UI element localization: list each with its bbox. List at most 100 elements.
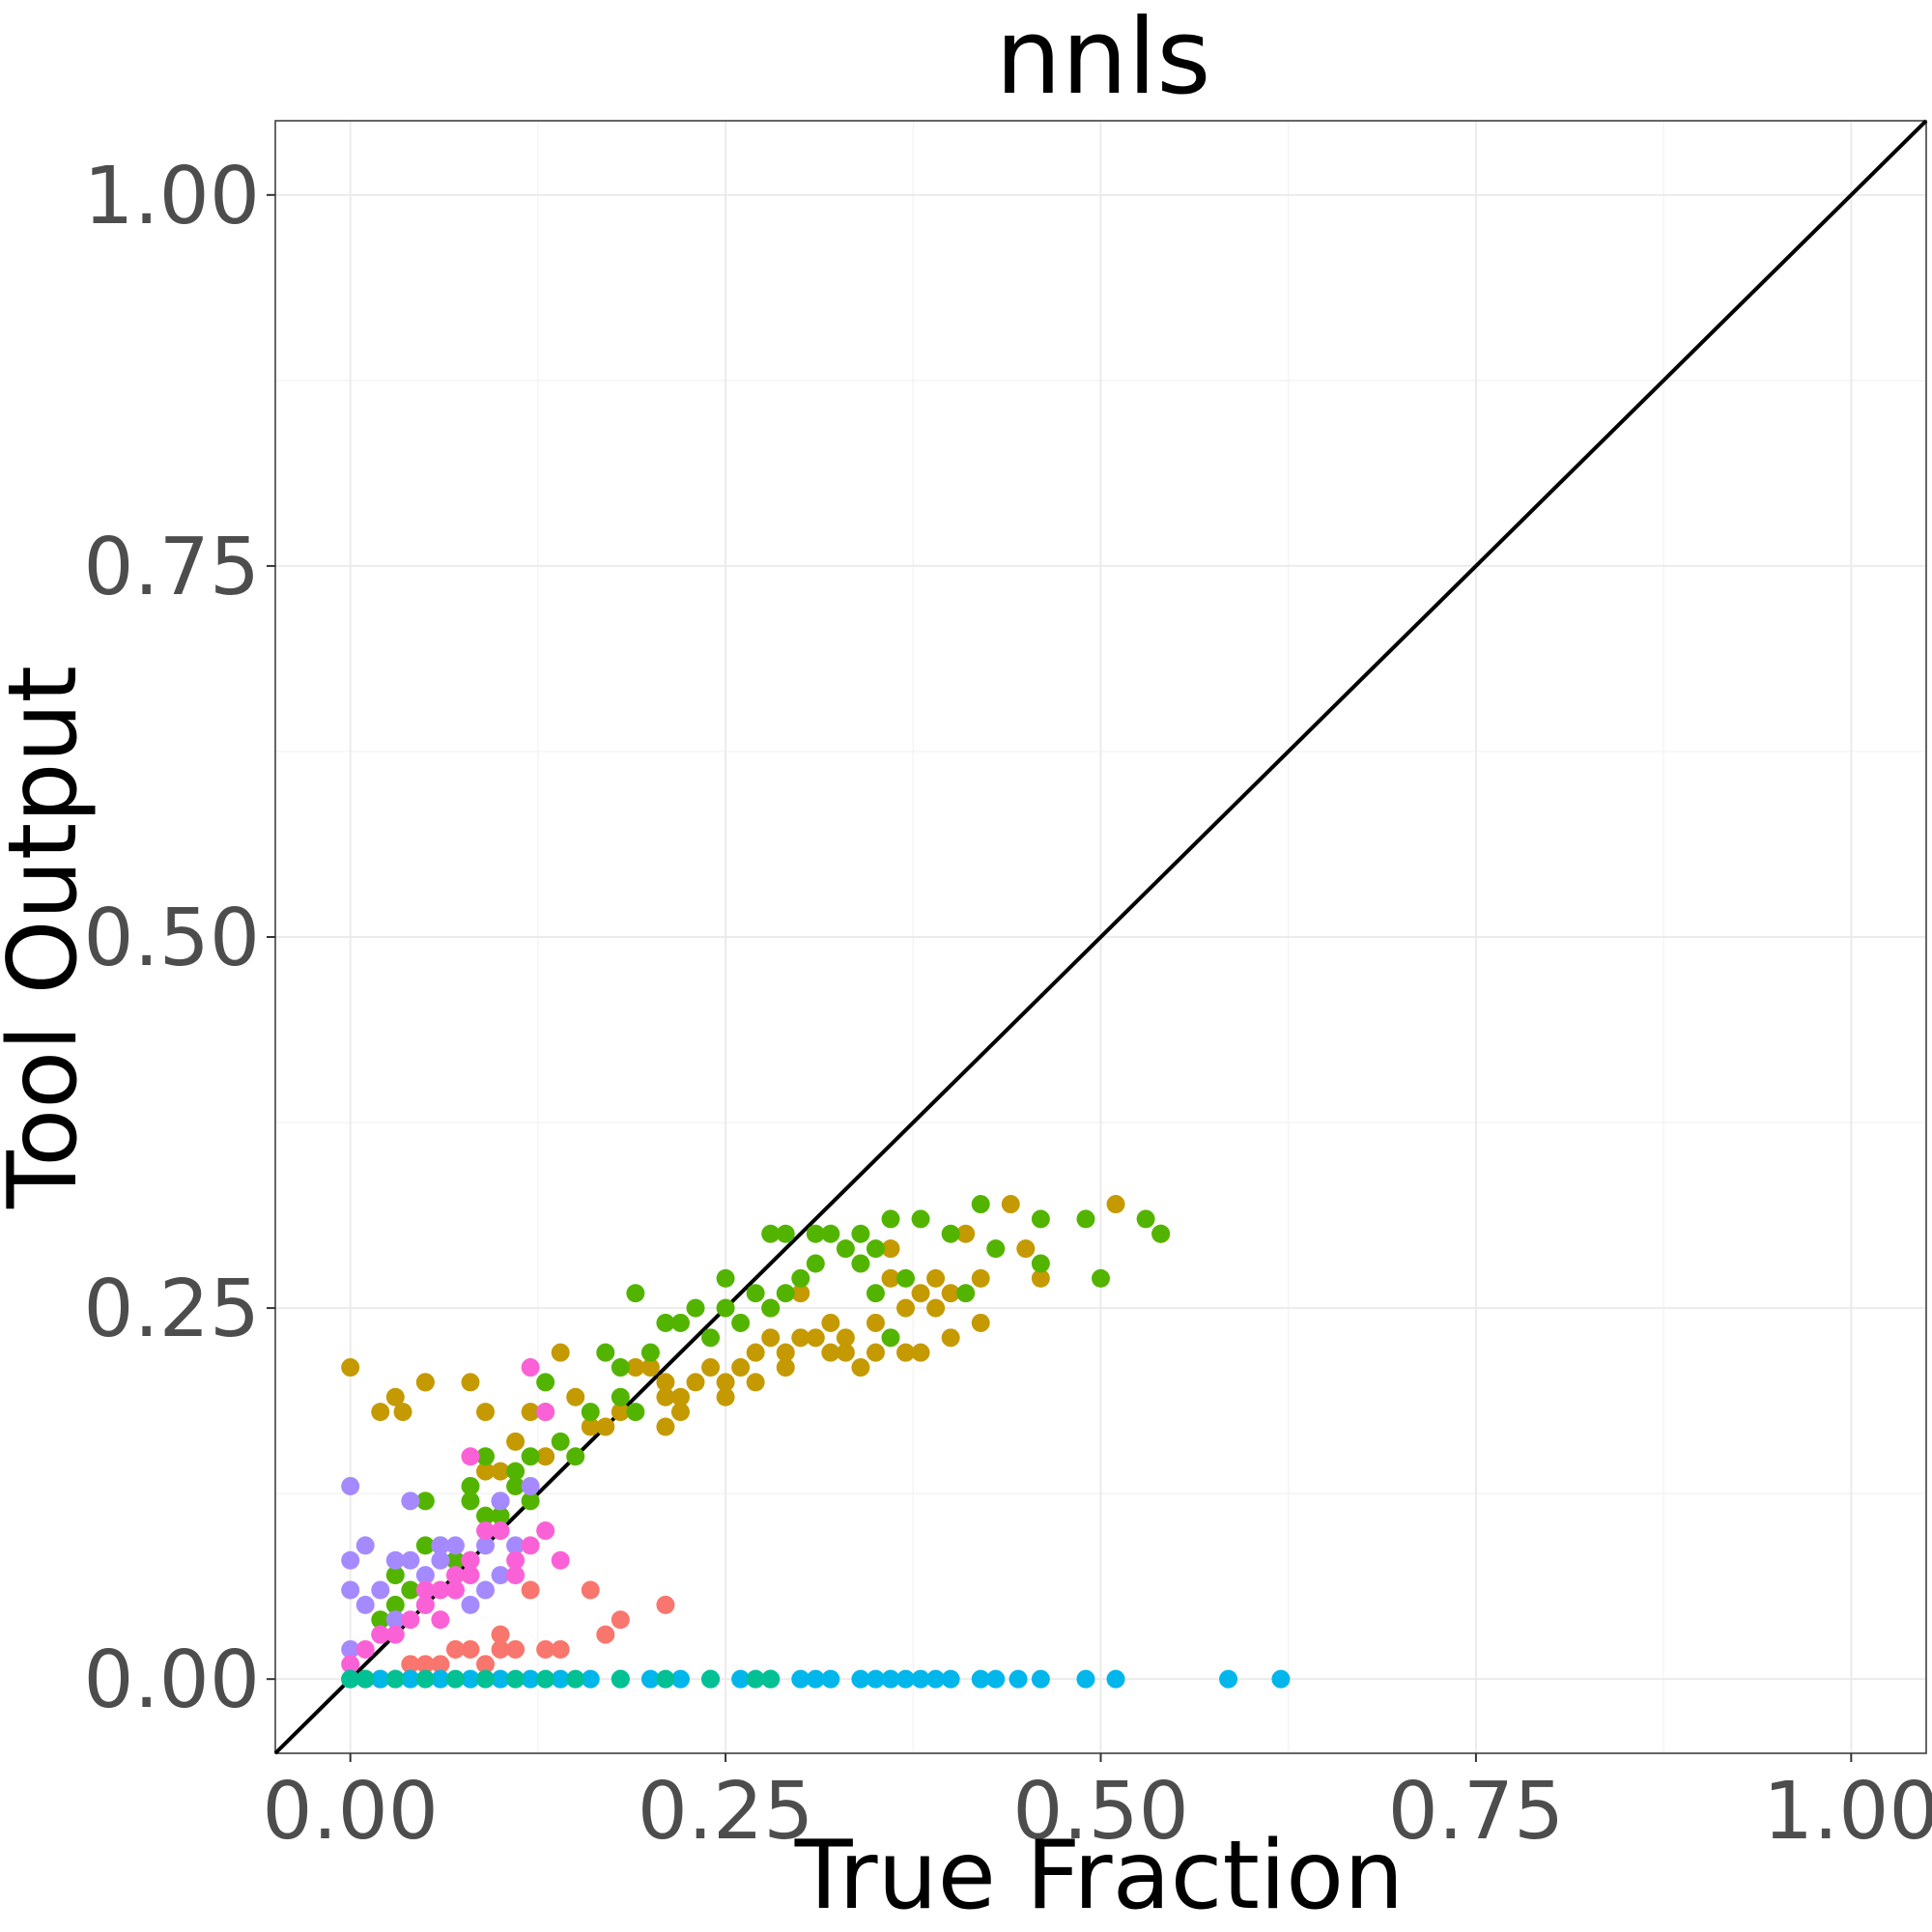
data-point <box>521 1492 540 1511</box>
data-point <box>393 1403 412 1422</box>
data-point <box>851 1358 870 1378</box>
data-point <box>506 1669 526 1689</box>
data-point <box>1009 1669 1028 1689</box>
data-point <box>551 1550 570 1570</box>
data-point <box>506 1432 526 1451</box>
data-point <box>896 1669 916 1689</box>
data-point <box>1106 1669 1125 1689</box>
data-point <box>521 1536 540 1555</box>
data-point <box>656 1313 675 1332</box>
data-point <box>461 1566 480 1585</box>
data-point <box>401 1492 420 1511</box>
data-point <box>866 1284 885 1303</box>
data-point <box>911 1284 930 1303</box>
data-point <box>371 1580 390 1600</box>
data-point <box>355 1536 375 1555</box>
data-point <box>1031 1268 1050 1288</box>
data-point <box>581 1669 600 1689</box>
data-point <box>431 1655 450 1674</box>
data-point <box>401 1610 420 1630</box>
data-point <box>415 1669 435 1689</box>
data-point <box>926 1268 946 1288</box>
points-layer <box>341 1195 1291 1689</box>
data-point <box>896 1343 916 1362</box>
data-point <box>476 1521 496 1541</box>
data-point <box>551 1669 570 1689</box>
data-point <box>341 1655 360 1674</box>
chart-title: nnls <box>995 0 1210 118</box>
data-point <box>371 1610 390 1630</box>
data-point <box>701 1669 721 1689</box>
data-point <box>1136 1209 1155 1229</box>
data-point <box>476 1462 496 1481</box>
series-4 <box>341 1476 540 1659</box>
data-point <box>461 1550 480 1570</box>
x-tick-label: 0.00 <box>262 1766 439 1858</box>
data-point <box>806 1254 825 1273</box>
data-point <box>521 1358 540 1378</box>
data-point <box>761 1328 781 1348</box>
data-point <box>491 1506 510 1525</box>
data-point <box>806 1669 825 1689</box>
data-point <box>566 1669 585 1689</box>
data-point <box>881 1328 900 1348</box>
data-point <box>776 1284 795 1303</box>
data-point <box>670 1403 690 1422</box>
data-point <box>1219 1669 1238 1689</box>
data-point <box>640 1669 660 1689</box>
data-point <box>476 1506 496 1525</box>
data-point <box>445 1580 465 1600</box>
identity-line <box>273 119 1928 1755</box>
data-point <box>776 1358 795 1378</box>
data-point <box>506 1536 526 1555</box>
data-point <box>341 1639 360 1659</box>
data-point <box>821 1224 840 1243</box>
data-point <box>941 1224 960 1243</box>
data-point <box>670 1313 690 1332</box>
data-point <box>415 1595 435 1614</box>
x-tick-label: 0.75 <box>1388 1766 1565 1858</box>
data-point <box>716 1298 735 1318</box>
data-point <box>385 1610 405 1630</box>
data-point <box>371 1403 390 1422</box>
reference-line-layer <box>273 119 1928 1755</box>
data-point <box>445 1536 465 1555</box>
data-point <box>491 1462 510 1481</box>
data-point <box>836 1328 855 1348</box>
data-point <box>445 1639 465 1659</box>
data-point <box>536 1639 555 1659</box>
data-point <box>341 1669 360 1689</box>
data-point <box>1016 1239 1036 1259</box>
data-point <box>791 1284 810 1303</box>
data-point <box>851 1669 870 1689</box>
data-point <box>461 1669 480 1689</box>
data-point <box>971 1268 990 1288</box>
data-point <box>731 1669 751 1689</box>
data-point <box>670 1387 690 1406</box>
data-point <box>806 1224 825 1243</box>
data-point <box>896 1298 916 1318</box>
data-point <box>566 1447 585 1466</box>
data-point <box>355 1595 375 1614</box>
y-tick-label: 0.75 <box>83 522 260 613</box>
y-axis-title: Tool Output <box>0 666 99 1209</box>
data-point <box>566 1387 585 1406</box>
data-point <box>911 1343 930 1362</box>
data-point <box>401 1669 420 1689</box>
data-point <box>656 1595 675 1614</box>
data-point <box>506 1462 526 1481</box>
data-point <box>581 1417 600 1436</box>
data-point <box>686 1373 705 1392</box>
data-point <box>476 1655 496 1674</box>
y-tick-label: 0.25 <box>83 1264 260 1355</box>
data-point <box>1001 1195 1020 1214</box>
x-tick-label: 0.50 <box>1012 1766 1189 1858</box>
data-point <box>596 1625 615 1644</box>
data-point <box>581 1580 600 1600</box>
data-point <box>731 1313 751 1332</box>
data-point <box>476 1403 496 1422</box>
data-point <box>476 1536 496 1555</box>
y-tick-label: 1.00 <box>83 151 260 242</box>
data-point <box>401 1580 420 1600</box>
data-point <box>1076 1669 1095 1689</box>
